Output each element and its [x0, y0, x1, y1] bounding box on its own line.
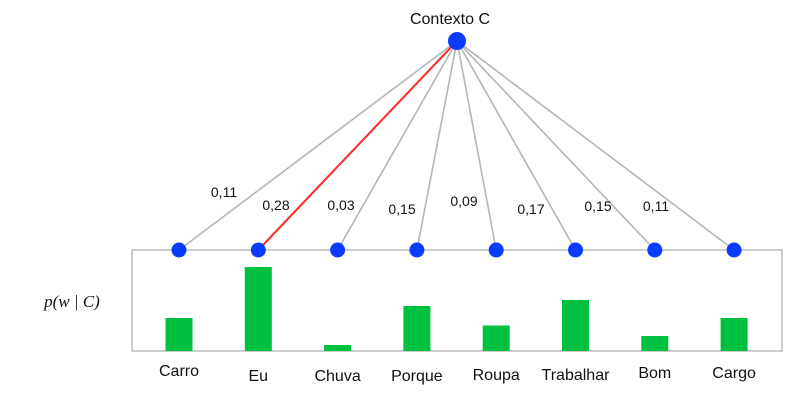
edge-carro: [178, 40, 458, 251]
bar-trabalhar: [562, 300, 589, 351]
category-label: Porque: [391, 368, 443, 385]
edge-weight-label: 0,03: [327, 197, 354, 213]
context-label: Contexto C: [410, 11, 490, 28]
distribution-box: [131, 249, 783, 352]
word-node-trabalhar: [568, 242, 583, 258]
word-node-eu: [250, 242, 266, 258]
category-labels-group: Carro Eu Chuva Porque Roupa Trabalhar Bom Cargo: [159, 363, 756, 385]
nodes-group: [171, 242, 742, 258]
category-label: Cargo: [712, 365, 756, 382]
word-node-roupa: [488, 242, 504, 258]
edge-trabalhar: [456, 40, 577, 251]
edge-weight-label: 0,11: [211, 184, 237, 200]
category-label: Bom: [638, 365, 671, 382]
bar-roupa: [482, 325, 510, 351]
bar-carro: [165, 318, 193, 351]
edge-eu: [257, 40, 458, 251]
category-label: Chuva: [314, 368, 360, 385]
probability-axis-label: p(w | C): [43, 292, 100, 311]
edge-cargo: [456, 40, 735, 251]
bar-chuva: [324, 345, 352, 351]
edge-weight-label: 0,11: [643, 198, 669, 214]
edge-weight-label: 0,15: [584, 198, 611, 214]
bar-porque: [403, 306, 431, 351]
word-node-carro: [171, 242, 187, 258]
context-node: [448, 32, 466, 50]
bar-eu: [244, 267, 272, 351]
category-label: Trabalhar: [542, 367, 611, 384]
category-label: Eu: [249, 368, 269, 385]
edge-porque: [416, 40, 458, 251]
category-label: Roupa: [473, 367, 520, 384]
word-node-porque: [409, 242, 425, 258]
edge-weight-label: 0,15: [388, 201, 415, 217]
word-node-bom: [647, 242, 663, 258]
edge-roupa: [456, 40, 497, 251]
edges-group: [178, 40, 735, 251]
edge-weight-label: 0,17: [517, 201, 544, 217]
edge-weight-label: 0,09: [450, 193, 477, 209]
bars-group: [165, 267, 748, 351]
edge-weight-label: 0,28: [262, 197, 289, 213]
word-node-cargo: [726, 242, 742, 258]
category-label: Carro: [159, 363, 199, 380]
edge-weights-group: 0,11 0,28 0,03 0,15 0,09 0,17 0,15 0,11: [211, 184, 669, 217]
bar-cargo: [720, 318, 748, 351]
word-node-chuva: [330, 242, 346, 258]
edge-chuva: [336, 40, 458, 251]
bar-bom: [641, 336, 669, 351]
edge-bom: [456, 40, 656, 251]
